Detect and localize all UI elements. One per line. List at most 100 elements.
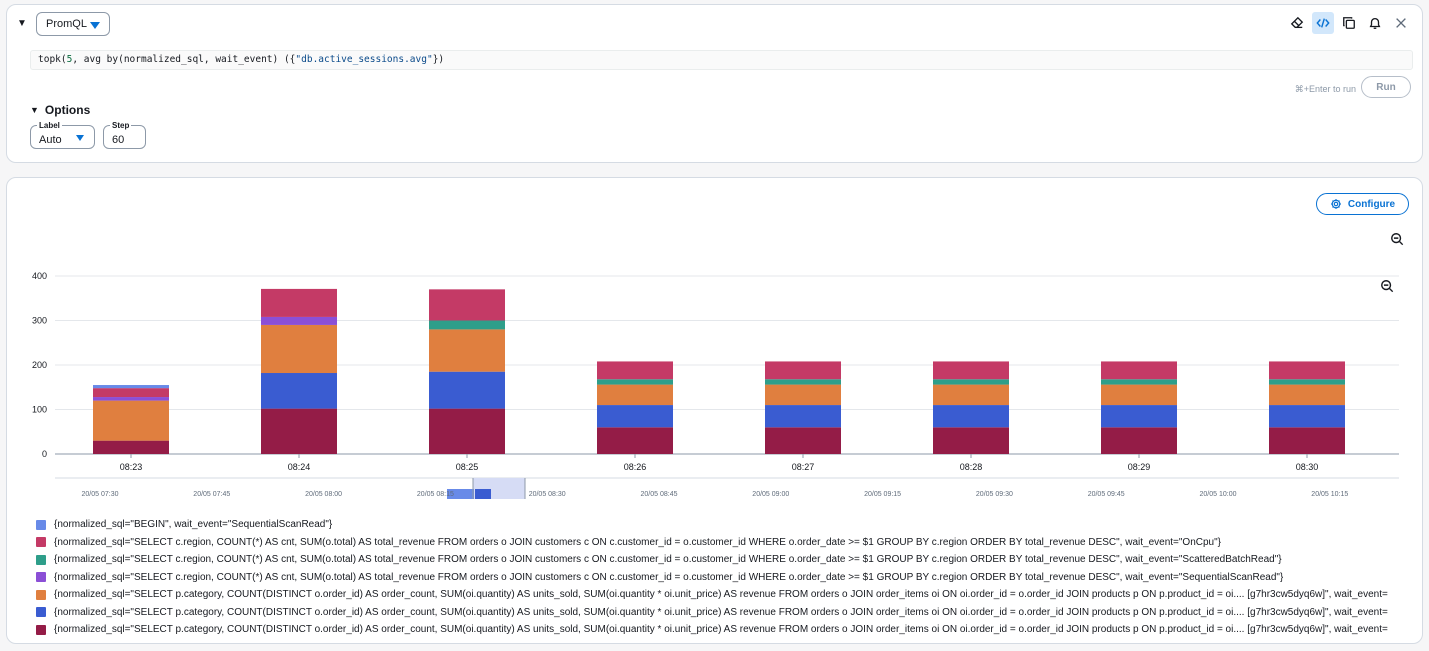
bell-icon[interactable] bbox=[1364, 12, 1386, 34]
query-text-number: 5 bbox=[66, 54, 73, 65]
bar-segment bbox=[765, 427, 841, 454]
legend-label: {normalized_sql="SELECT p.category, COUN… bbox=[54, 589, 1388, 601]
query-language-select[interactable]: PromQL bbox=[36, 12, 110, 36]
timeline-mini-bar bbox=[475, 489, 491, 499]
bar-segment bbox=[261, 288, 337, 317]
timeline-label: 20/05 07:45 bbox=[193, 491, 230, 498]
timeline-label: 20/05 09:30 bbox=[976, 491, 1013, 498]
bar-segment bbox=[429, 408, 505, 454]
code-icon[interactable] bbox=[1312, 12, 1334, 34]
query-text-prefix: topk( bbox=[38, 54, 67, 65]
legend-label: {normalized_sql="SELECT p.category, COUN… bbox=[54, 624, 1388, 636]
timeline-label: 20/05 09:00 bbox=[752, 491, 789, 498]
bar-segment bbox=[1101, 427, 1177, 454]
bar-segment bbox=[1101, 379, 1177, 385]
bar-segment bbox=[597, 361, 673, 380]
timeline-mini-bar bbox=[447, 489, 474, 499]
chart-legend: {normalized_sql="BEGIN", wait_event="Seq… bbox=[36, 516, 1406, 639]
legend-label: {normalized_sql="SELECT c.region, COUNT(… bbox=[54, 571, 1284, 583]
legend-swatch bbox=[36, 589, 46, 600]
legend-item[interactable]: {normalized_sql="SELECT p.category, COUN… bbox=[36, 586, 1406, 604]
x-tick-label: 08:28 bbox=[960, 462, 983, 472]
bar-segment bbox=[1269, 361, 1345, 380]
bar-segment bbox=[933, 405, 1009, 428]
bar-segment bbox=[597, 379, 673, 385]
bar-segment bbox=[597, 384, 673, 406]
timeline-label: 20/05 10:00 bbox=[1200, 491, 1237, 498]
bar-segment bbox=[1101, 405, 1177, 428]
run-button[interactable]: Run bbox=[1361, 76, 1411, 98]
legend-item[interactable]: {normalized_sql="BEGIN", wait_event="Seq… bbox=[36, 516, 1406, 534]
stacked-bar-chart: 0 100 200 300 400 08:23 08:24 08:25 08:26 08:27 08… bbox=[32, 271, 1399, 499]
bar-segment bbox=[597, 405, 673, 428]
bar-segment bbox=[261, 324, 337, 374]
label-select-value: Auto bbox=[39, 134, 62, 146]
legend-swatch bbox=[36, 572, 46, 583]
bar-segment bbox=[261, 316, 337, 325]
legend-swatch bbox=[36, 554, 46, 565]
query-language-value: PromQL bbox=[46, 18, 87, 30]
y-tick-label: 400 bbox=[32, 271, 47, 281]
bar-segment bbox=[93, 400, 169, 441]
bar-segment bbox=[261, 373, 337, 409]
bar-segment bbox=[765, 405, 841, 428]
legend-label: {normalized_sql="BEGIN", wait_event="Seq… bbox=[54, 519, 333, 531]
zoom-out-icon[interactable] bbox=[1390, 232, 1404, 246]
bar-segment bbox=[1269, 405, 1345, 428]
timeline-label: 20/05 08:00 bbox=[305, 491, 342, 498]
query-text-string: "db.active_sessions.avg" bbox=[295, 54, 433, 65]
legend-swatch bbox=[36, 537, 46, 548]
x-tick-label: 08:29 bbox=[1128, 462, 1151, 472]
bar-segment bbox=[933, 379, 1009, 385]
options-toggle[interactable]: ▼ Options bbox=[30, 103, 90, 117]
bar-segment bbox=[933, 361, 1009, 380]
close-icon[interactable] bbox=[1390, 12, 1412, 34]
timeline-label: 20/05 08:15 bbox=[417, 491, 454, 498]
bar-segment bbox=[597, 427, 673, 454]
legend-item[interactable]: {normalized_sql="SELECT c.region, COUNT(… bbox=[36, 569, 1406, 587]
options-label: Options bbox=[44, 103, 91, 117]
bar-segment bbox=[933, 427, 1009, 454]
legend-item[interactable]: {normalized_sql="SELECT p.category, COUN… bbox=[36, 621, 1406, 639]
y-tick-label: 200 bbox=[32, 360, 47, 370]
caret-down-icon bbox=[90, 22, 100, 29]
configure-label: Configure bbox=[1347, 198, 1396, 210]
query-text-middle: , avg by(normalized_sql, wait_event) ({ bbox=[72, 54, 296, 65]
query-editor[interactable]: topk(5, avg by(normalized_sql, wait_even… bbox=[30, 50, 1413, 70]
zoom-out-icon[interactable] bbox=[1380, 279, 1394, 293]
legend-label: {normalized_sql="SELECT c.region, COUNT(… bbox=[54, 536, 1222, 548]
bar-segment bbox=[1269, 384, 1345, 406]
x-tick-label: 08:23 bbox=[120, 462, 143, 472]
y-tick-label: 300 bbox=[32, 316, 47, 326]
eraser-icon[interactable] bbox=[1286, 12, 1308, 34]
timeline-label: 20/05 07:30 bbox=[82, 491, 119, 498]
collapse-toggle-icon[interactable]: ▼ bbox=[17, 18, 27, 29]
bar-segment bbox=[429, 371, 505, 409]
chart-panel: Configure 0 100 200 300 400 08:23 08:24 08:25 08… bbox=[6, 177, 1423, 644]
x-tick-label: 08:24 bbox=[288, 462, 311, 472]
copy-icon[interactable] bbox=[1338, 12, 1360, 34]
query-text-suffix: }) bbox=[432, 54, 445, 65]
caret-down-icon bbox=[76, 135, 84, 141]
legend-label: {normalized_sql="SELECT p.category, COUN… bbox=[54, 606, 1388, 618]
bar-segment bbox=[765, 361, 841, 380]
y-tick-label: 0 bbox=[42, 449, 47, 459]
timeline-label: 20/05 10:15 bbox=[1311, 491, 1348, 498]
bar-segment bbox=[933, 384, 1009, 406]
bar-segment bbox=[93, 440, 169, 454]
legend-label: {normalized_sql="SELECT c.region, COUNT(… bbox=[54, 554, 1282, 566]
bar-segment bbox=[1101, 384, 1177, 406]
legend-item[interactable]: {normalized_sql="SELECT c.region, COUNT(… bbox=[36, 534, 1406, 552]
x-tick-label: 08:25 bbox=[456, 462, 479, 472]
legend-swatch bbox=[36, 607, 46, 618]
bar-segment bbox=[1269, 427, 1345, 454]
query-toolbar bbox=[1286, 12, 1412, 34]
legend-item[interactable]: {normalized_sql="SELECT p.category, COUN… bbox=[36, 604, 1406, 622]
label-field-label: Label bbox=[37, 121, 62, 130]
timeline-label: 20/05 09:45 bbox=[1088, 491, 1125, 498]
legend-swatch bbox=[36, 624, 46, 635]
configure-button[interactable]: Configure bbox=[1316, 193, 1409, 215]
legend-item[interactable]: {normalized_sql="SELECT c.region, COUNT(… bbox=[36, 551, 1406, 569]
run-shortcut-hint: ⌘+Enter to run bbox=[1294, 84, 1356, 94]
bar-segment bbox=[429, 320, 505, 330]
